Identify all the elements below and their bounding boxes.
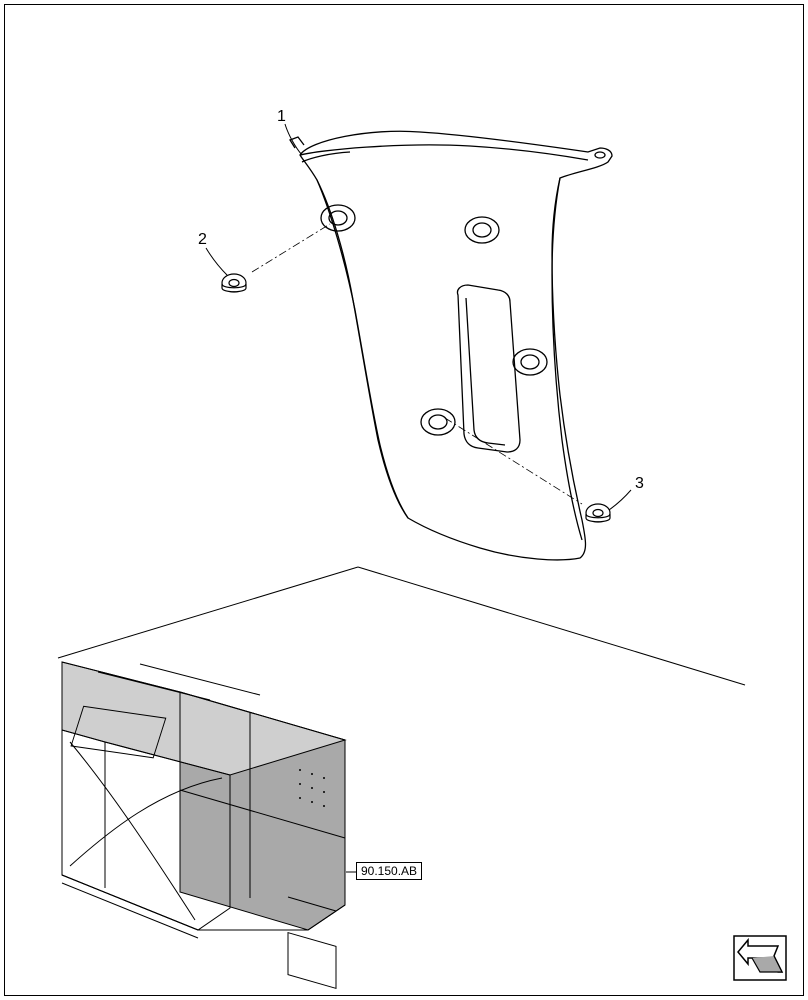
fastener-2: [222, 274, 246, 292]
locator-lines: [58, 567, 745, 685]
reference-box: 90.150.AB: [356, 862, 422, 880]
parts-diagram-svg: [0, 0, 808, 1000]
fastener-3: [586, 504, 610, 522]
pillar-trim-panel: [290, 131, 612, 560]
back-icon[interactable]: [734, 936, 786, 980]
callout-3: 3: [635, 475, 644, 493]
callout-2: 2: [198, 231, 207, 249]
fastener-guide-lines: [252, 224, 582, 504]
callout-leaders: [206, 124, 631, 510]
cab-assembly: [62, 662, 356, 988]
callout-1: 1: [277, 108, 286, 126]
